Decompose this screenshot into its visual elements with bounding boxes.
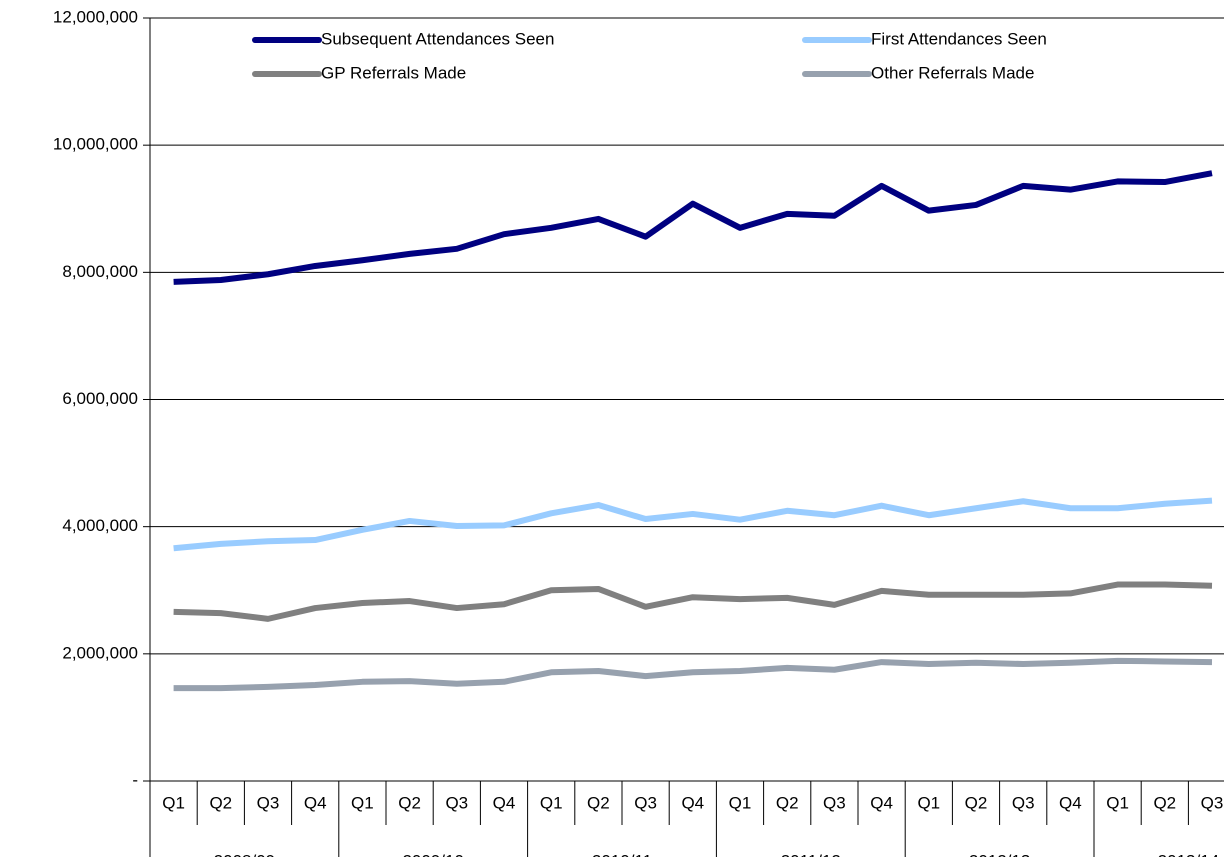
- x-tick-label: Q2: [209, 793, 232, 812]
- year-label: 2011/12: [781, 851, 841, 857]
- legend-label: Other Referrals Made: [871, 63, 1034, 82]
- y-tick-label: -: [132, 770, 138, 789]
- x-tick-label: Q4: [493, 793, 516, 812]
- year-label: 2008/09: [214, 851, 275, 857]
- y-tick-label: 10,000,000: [53, 135, 138, 154]
- year-label: 2009/10: [402, 851, 463, 857]
- x-tick-label: Q1: [162, 793, 185, 812]
- x-tick-label: Q2: [965, 793, 988, 812]
- x-tick-label: Q4: [681, 793, 704, 812]
- x-tick-label: Q3: [1012, 793, 1035, 812]
- year-label: 2010/11: [592, 851, 652, 857]
- legend-label: First Attendances Seen: [871, 29, 1047, 48]
- y-tick-label: 8,000,000: [62, 262, 138, 281]
- series-line: [173, 657, 1213, 692]
- y-tick-label: 12,000,000: [53, 7, 138, 26]
- x-tick-label: Q3: [257, 793, 280, 812]
- x-tick-label: Q1: [729, 793, 752, 812]
- legend-label: Subsequent Attendances Seen: [321, 29, 554, 48]
- x-tick-label: Q4: [304, 793, 327, 812]
- series-line: [173, 497, 1213, 552]
- x-tick-label: Q3: [634, 793, 657, 812]
- x-tick-label: Q2: [776, 793, 799, 812]
- x-tick-label: Q2: [1153, 793, 1176, 812]
- x-tick-label: Q1: [351, 793, 374, 812]
- x-tick-label: Q3: [445, 793, 468, 812]
- x-tick-label: Q3: [823, 793, 846, 812]
- x-tick-label: Q4: [870, 793, 893, 812]
- y-tick-label: 6,000,000: [62, 389, 138, 408]
- x-tick-label: Q1: [540, 793, 563, 812]
- legend-label: GP Referrals Made: [321, 63, 466, 82]
- series-line: [173, 170, 1213, 285]
- y-tick-label: 2,000,000: [62, 643, 138, 662]
- x-tick-label: Q3: [1201, 793, 1224, 812]
- x-tick-label: Q1: [1106, 793, 1129, 812]
- y-tick-label: 4,000,000: [62, 516, 138, 535]
- x-tick-label: Q2: [398, 793, 421, 812]
- year-label: 2013/14: [1158, 851, 1219, 857]
- x-tick-label: Q1: [917, 793, 940, 812]
- year-label: 2012/13: [969, 851, 1030, 857]
- x-tick-label: Q4: [1059, 793, 1082, 812]
- x-tick-label: Q2: [587, 793, 610, 812]
- series-line: [173, 581, 1213, 622]
